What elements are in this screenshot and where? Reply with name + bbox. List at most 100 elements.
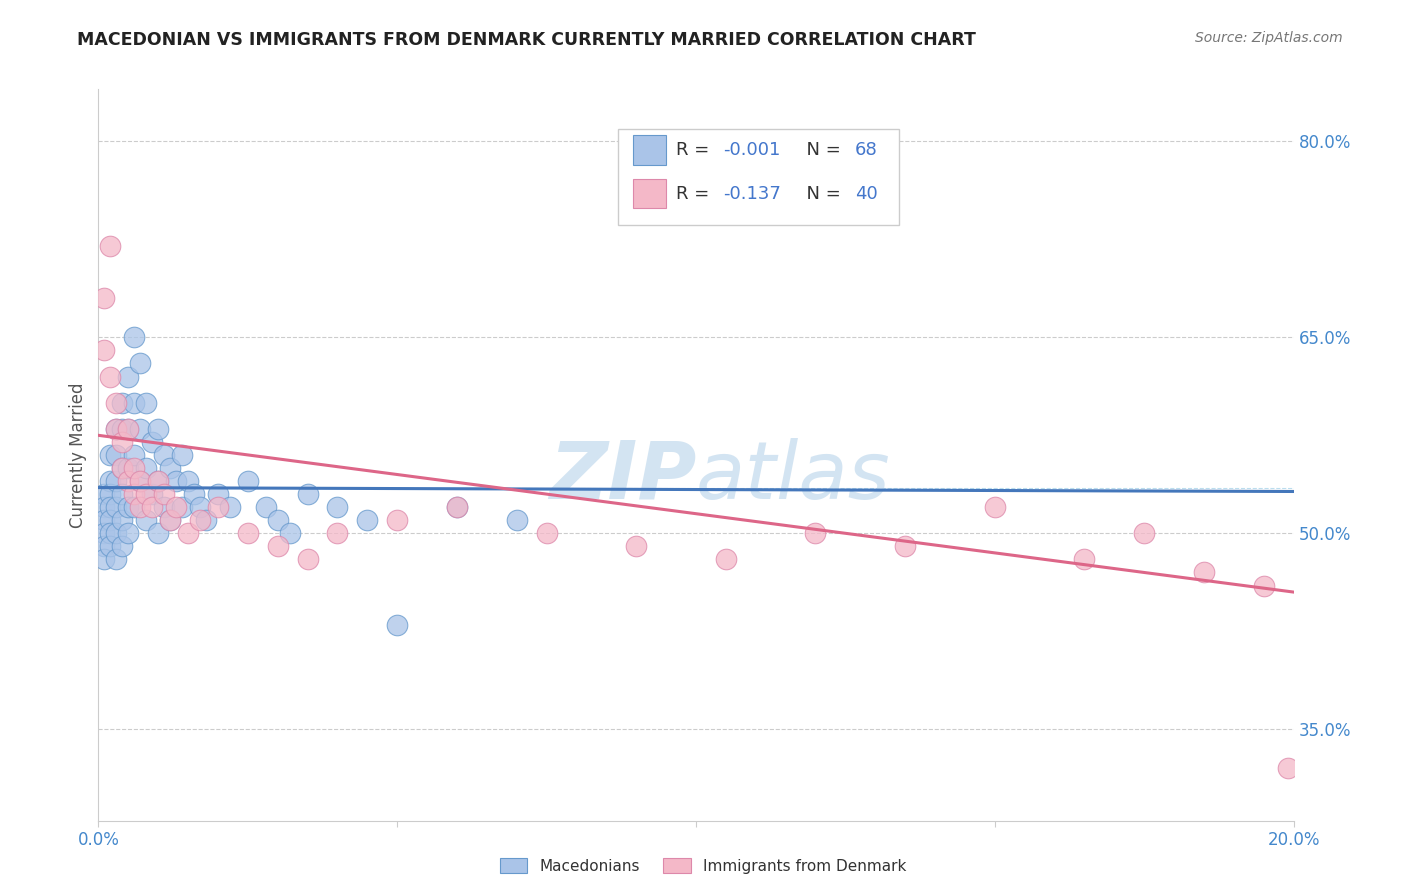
Point xyxy=(111,422,134,436)
Point xyxy=(148,474,170,488)
Point xyxy=(111,434,134,449)
Point xyxy=(153,500,176,515)
Point xyxy=(148,526,170,541)
Point xyxy=(236,526,259,541)
Point xyxy=(129,474,152,488)
Point xyxy=(984,500,1007,515)
Point xyxy=(124,487,146,501)
Point xyxy=(188,500,211,515)
Text: R =: R = xyxy=(676,185,714,202)
Point xyxy=(506,513,529,527)
Text: MACEDONIAN VS IMMIGRANTS FROM DENMARK CURRENTLY MARRIED CORRELATION CHART: MACEDONIAN VS IMMIGRANTS FROM DENMARK CU… xyxy=(77,31,976,49)
Point xyxy=(105,422,128,436)
Point xyxy=(141,500,163,515)
Point xyxy=(93,487,115,501)
Point xyxy=(267,513,290,527)
Point xyxy=(195,513,218,527)
FancyBboxPatch shape xyxy=(619,129,900,225)
Point xyxy=(1253,578,1275,592)
Point xyxy=(111,513,134,527)
Point xyxy=(714,552,737,566)
Point xyxy=(172,500,194,515)
FancyBboxPatch shape xyxy=(633,136,666,164)
Point xyxy=(297,552,319,566)
Y-axis label: Currently Married: Currently Married xyxy=(69,382,87,528)
Text: N =: N = xyxy=(796,141,846,159)
Point xyxy=(172,448,194,462)
Point xyxy=(129,500,152,515)
Point xyxy=(98,526,122,541)
Point xyxy=(117,500,139,515)
Text: 40: 40 xyxy=(855,185,877,202)
Text: 68: 68 xyxy=(855,141,877,159)
FancyBboxPatch shape xyxy=(633,179,666,209)
Point xyxy=(159,461,181,475)
Point xyxy=(135,513,157,527)
Point xyxy=(1133,526,1156,541)
Point xyxy=(105,552,128,566)
Point xyxy=(267,539,290,553)
Point xyxy=(93,343,115,358)
Point xyxy=(188,513,211,527)
Point xyxy=(536,526,558,541)
Point xyxy=(111,461,134,475)
Point xyxy=(129,356,152,371)
Text: -0.137: -0.137 xyxy=(724,185,782,202)
Point xyxy=(356,513,378,527)
Point xyxy=(93,526,115,541)
Point xyxy=(446,500,468,515)
Point xyxy=(105,500,128,515)
Point xyxy=(254,500,277,515)
Point xyxy=(93,513,115,527)
Text: -0.001: -0.001 xyxy=(724,141,780,159)
Point xyxy=(153,487,176,501)
Point xyxy=(111,395,134,409)
Point xyxy=(124,330,146,344)
Point xyxy=(117,526,139,541)
Point xyxy=(159,513,181,527)
Point xyxy=(98,448,122,462)
Point xyxy=(804,526,827,541)
Legend: Macedonians, Immigrants from Denmark: Macedonians, Immigrants from Denmark xyxy=(494,852,912,880)
Point xyxy=(105,395,128,409)
Point xyxy=(278,526,301,541)
Point xyxy=(177,526,200,541)
Point xyxy=(98,369,122,384)
Point xyxy=(1277,761,1299,775)
Point xyxy=(105,422,128,436)
Point xyxy=(385,617,409,632)
Point xyxy=(135,395,157,409)
Point xyxy=(117,461,139,475)
Point xyxy=(124,500,146,515)
Point xyxy=(117,474,139,488)
Point xyxy=(93,552,115,566)
Point xyxy=(117,422,139,436)
Text: ZIP: ZIP xyxy=(548,438,696,516)
Point xyxy=(93,539,115,553)
Point xyxy=(135,461,157,475)
Text: R =: R = xyxy=(676,141,714,159)
Text: Source: ZipAtlas.com: Source: ZipAtlas.com xyxy=(1195,31,1343,45)
Point xyxy=(297,487,319,501)
Point xyxy=(93,500,115,515)
Point xyxy=(219,500,242,515)
Point xyxy=(98,539,122,553)
Point xyxy=(111,461,134,475)
Point xyxy=(326,500,349,515)
Point xyxy=(124,461,146,475)
Point xyxy=(117,422,139,436)
Point xyxy=(141,487,163,501)
Point xyxy=(129,422,152,436)
Point xyxy=(129,474,152,488)
Point xyxy=(626,539,648,553)
Point xyxy=(183,487,205,501)
Point xyxy=(207,500,229,515)
Point xyxy=(236,474,259,488)
Point xyxy=(165,500,187,515)
Point xyxy=(105,526,128,541)
Point xyxy=(124,395,146,409)
Point xyxy=(105,448,128,462)
Point xyxy=(148,474,170,488)
Point xyxy=(98,500,122,515)
Point xyxy=(446,500,468,515)
